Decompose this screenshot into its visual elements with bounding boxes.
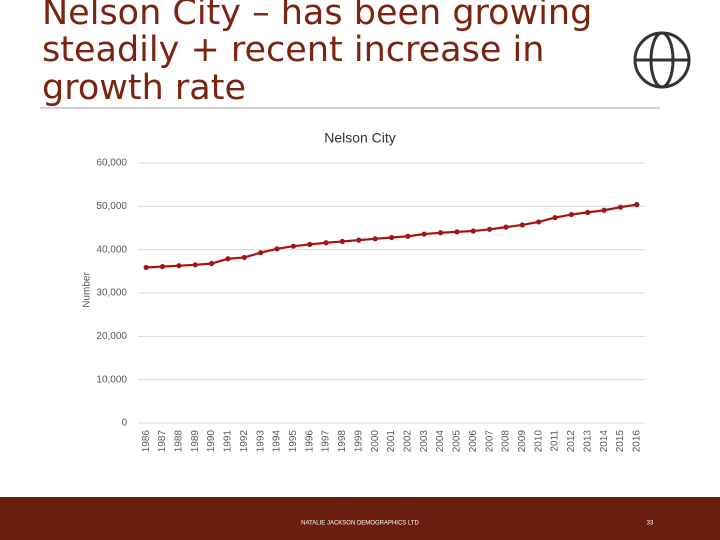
x-tick-label: 2013 [582,430,593,453]
x-tick-label: 2016 [631,430,642,453]
data-point [339,238,346,245]
x-tick-label: 2012 [566,430,577,453]
data-point [307,241,313,248]
x-tick-label: 1991 [223,430,234,453]
x-tick-label: 1997 [321,430,332,453]
y-tick-label: 20,000 [96,331,127,342]
y-tick-label: 50,000 [96,201,127,212]
x-tick-label: 2008 [501,430,512,453]
x-tick-label: 1993 [255,430,266,453]
x-tick-label: 1994 [272,430,283,453]
data-point [290,243,296,249]
data-point [143,264,149,271]
data-point [274,246,280,252]
x-tick-label: 1990 [206,430,217,453]
x-tick-label: 2000 [370,430,381,453]
x-tick-label: 2002 [402,430,413,453]
data-point [568,211,575,218]
footer-bar [0,497,720,540]
data-point [617,204,624,210]
x-tick-label: 2015 [615,430,626,453]
x-tick-label: 2014 [599,430,610,453]
data-point [585,209,591,215]
data-point [405,233,411,239]
data-point [552,215,558,221]
chart-title: Nelson City [324,130,396,146]
x-tick-label: 2004 [435,430,446,453]
y-axis-label: Number [82,272,93,308]
data-point [487,226,493,232]
data-point [225,256,231,262]
y-tick-label: 60,000 [96,158,127,169]
data-point [421,231,427,237]
data-point [388,234,395,241]
data-point [454,229,460,235]
data-point [372,236,378,242]
slide-title: steadily + recent increase in [42,30,544,70]
x-tick-label: 1986 [141,430,152,453]
slide-title: growth rate [42,68,246,108]
x-tick-label: 2010 [533,430,544,453]
x-tick-label: 1995 [288,430,299,453]
x-tick-label: 2011 [550,430,561,452]
data-point [519,222,525,228]
y-tick-label: 30,000 [96,288,127,299]
x-tick-label: 2005 [452,430,463,453]
data-point [536,219,542,225]
x-tick-label: 2003 [419,430,430,453]
x-tick-label: 1998 [337,430,348,453]
globe-icon [633,31,691,89]
data-point [437,230,444,236]
x-tick-label: 1989 [190,430,201,453]
slide-title: Nelson City – has been growing [42,0,592,33]
y-tick-label: 0 [121,418,127,429]
y-tick-label: 40,000 [96,244,127,255]
y-tick-label: 10,000 [96,374,127,385]
x-tick-label: 2009 [517,430,528,453]
data-point [503,224,509,230]
data-point [356,237,362,243]
x-tick-label: 1987 [157,430,168,453]
x-tick-label: 1996 [304,430,315,453]
data-point [634,202,640,208]
data-point [241,254,247,261]
x-tick-label: 2007 [484,430,495,453]
data-point [323,240,329,246]
data-point [176,263,182,269]
page-number: 33 [647,521,654,527]
x-tick-label: 2006 [468,430,479,453]
data-point [470,228,476,234]
x-tick-label: 1999 [353,430,364,453]
x-tick-label: 1988 [174,430,185,453]
footer-text: NATALIE JACKSON DEMOGRAPHICS LTD [301,521,419,527]
data-point [258,250,264,256]
x-tick-label: 1992 [239,430,250,453]
data-point [601,207,607,213]
data-point [159,263,166,270]
data-point [208,260,215,267]
data-point [192,262,198,268]
x-tick-label: 2001 [386,430,397,453]
